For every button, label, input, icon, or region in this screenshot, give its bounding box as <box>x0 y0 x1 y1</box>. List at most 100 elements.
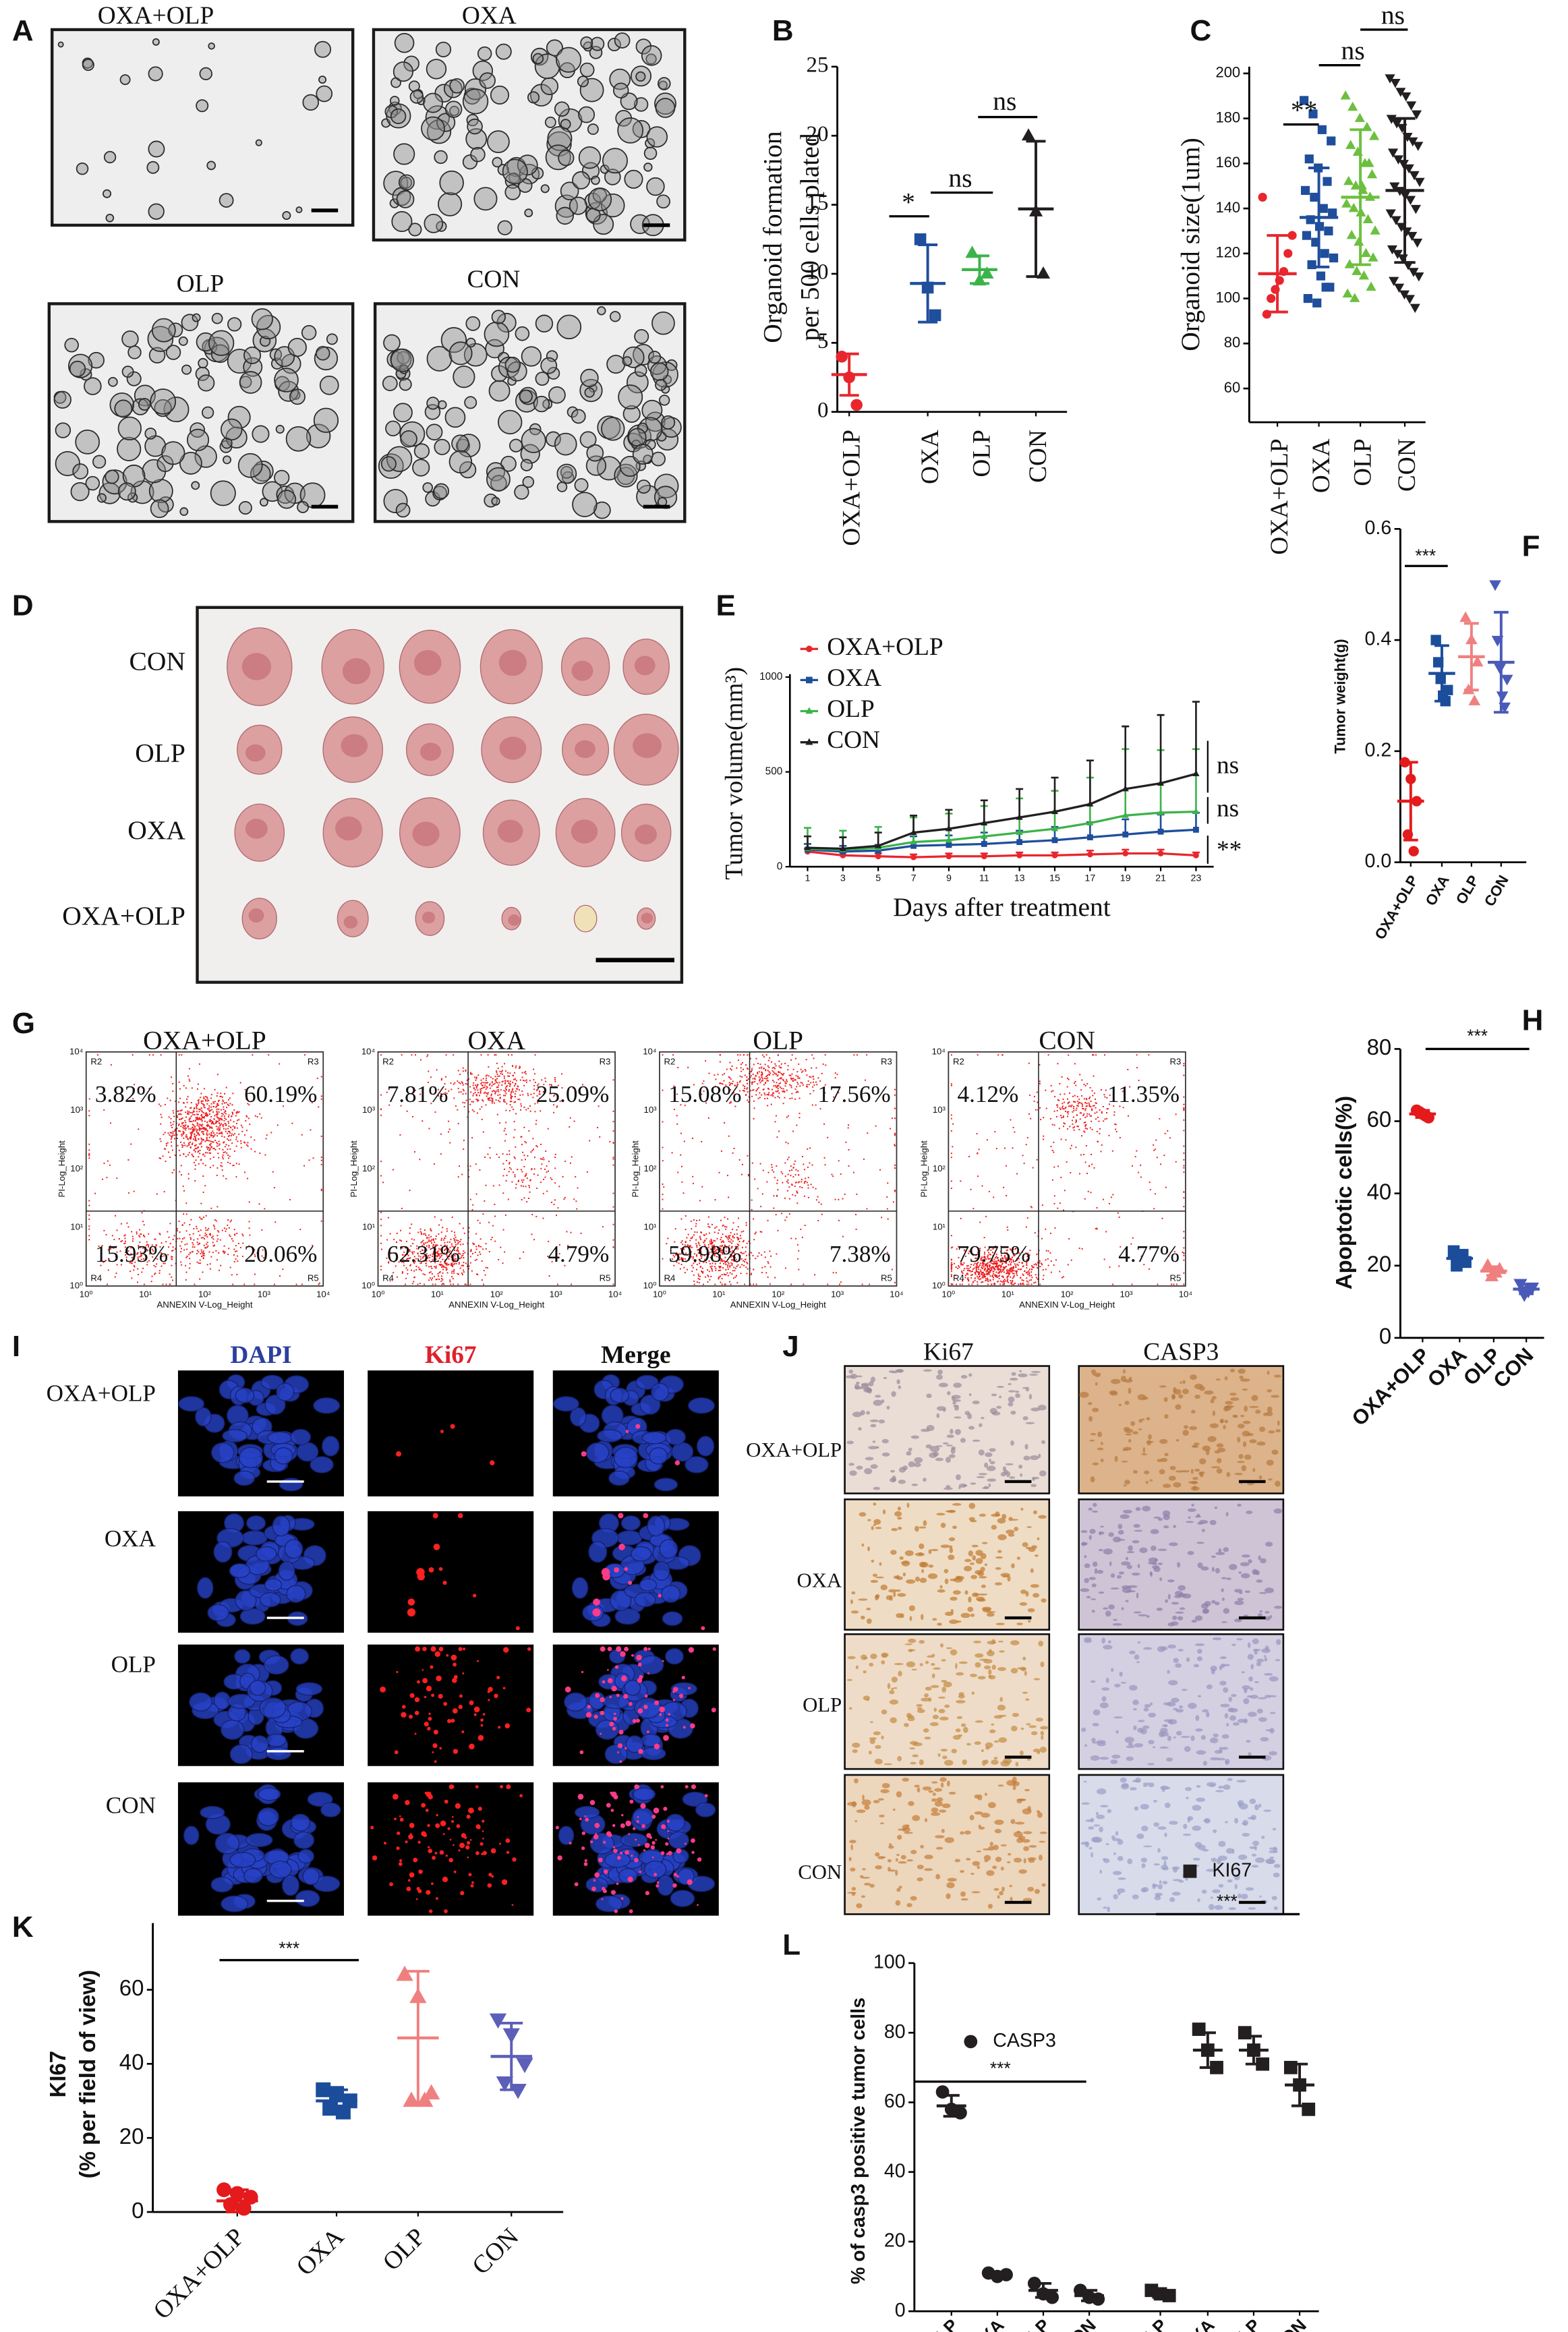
event-dot <box>556 1283 558 1285</box>
event-dot <box>453 1260 455 1262</box>
event-dot <box>761 1071 763 1073</box>
event-dot <box>533 1168 535 1170</box>
tumor-shade <box>335 816 362 841</box>
event-dot <box>446 1245 448 1247</box>
event-dot <box>417 1283 419 1285</box>
event-dot <box>548 1275 550 1277</box>
event-dot <box>731 1273 733 1275</box>
tumor <box>322 716 384 783</box>
event-dot <box>201 1111 203 1113</box>
event-dot <box>479 1169 481 1171</box>
event-dot <box>486 1267 488 1269</box>
event-dot <box>761 1066 763 1068</box>
event-dot <box>1183 1283 1185 1285</box>
event-dot <box>221 1113 223 1115</box>
event-dot <box>718 1229 720 1231</box>
event-dot <box>554 1077 556 1079</box>
event-dot <box>190 1237 192 1239</box>
event-dot <box>964 1268 966 1270</box>
event-dot <box>599 1136 601 1138</box>
event-dot <box>457 1243 459 1245</box>
quadrant-percent: 7.38% <box>830 1241 891 1267</box>
event-dot <box>234 1233 236 1235</box>
event-dot <box>461 1274 463 1275</box>
event-dot <box>183 1213 185 1215</box>
event-dot <box>238 1133 240 1135</box>
event-dot <box>1013 1276 1014 1278</box>
event-dot <box>1043 1117 1045 1119</box>
event-dot <box>217 1238 219 1240</box>
event-dot <box>159 1138 161 1140</box>
event-dot <box>1095 1102 1097 1104</box>
event-dot <box>768 1066 770 1068</box>
event-dot <box>767 1219 769 1221</box>
event-dot <box>111 1235 113 1237</box>
event-dot <box>1092 1095 1094 1097</box>
event-dot <box>214 1088 216 1090</box>
event-dot <box>1064 1190 1066 1192</box>
event-dot <box>198 1163 200 1165</box>
event-dot <box>709 1263 711 1265</box>
event-dot <box>789 1170 790 1172</box>
event-dot <box>138 1128 140 1130</box>
event-dot <box>782 1182 784 1184</box>
event-dot <box>500 1089 502 1091</box>
event-dot <box>190 1146 192 1148</box>
event-dot <box>739 1266 741 1269</box>
event-dot <box>1051 1124 1053 1126</box>
event-dot <box>206 1148 208 1150</box>
organoid <box>497 220 513 235</box>
event-dot <box>1012 1273 1014 1275</box>
event-dot <box>226 1153 228 1154</box>
event-dot <box>224 1146 226 1148</box>
event-dot <box>161 1116 163 1118</box>
event-dot <box>152 1054 154 1056</box>
event-dot <box>813 1078 815 1080</box>
event-dot <box>438 1253 440 1255</box>
event-dot <box>463 1271 465 1273</box>
event-dot <box>704 1240 706 1242</box>
event-dot <box>517 1099 519 1101</box>
event-dot <box>1061 1076 1063 1078</box>
event-dot <box>556 1105 558 1107</box>
event-dot <box>1068 1237 1070 1240</box>
event-dot <box>494 1054 496 1056</box>
event-dot <box>203 1254 205 1256</box>
event-dot <box>1033 1266 1035 1269</box>
event-dot <box>612 1110 614 1112</box>
event-dot <box>1045 1089 1047 1091</box>
event-dot <box>758 1076 760 1078</box>
event-dot <box>986 1269 988 1271</box>
event-dot <box>499 1094 501 1096</box>
event-dot <box>509 1167 511 1169</box>
event-dot <box>765 1272 767 1274</box>
event-dot <box>199 1234 201 1236</box>
event-dot <box>462 1244 464 1245</box>
event-dot <box>231 1111 233 1113</box>
event-dot <box>827 1283 829 1285</box>
event-dot <box>436 1244 438 1246</box>
event-dot <box>194 1246 196 1248</box>
event-dot <box>450 1082 452 1084</box>
event-dot <box>136 1231 138 1233</box>
event-dot <box>132 1054 134 1056</box>
event-dot <box>432 1244 434 1246</box>
event-dot <box>480 1092 482 1094</box>
event-dot <box>795 1182 797 1184</box>
event-dot <box>790 1078 792 1080</box>
event-dot <box>728 1135 730 1137</box>
event-dot <box>993 1271 995 1273</box>
event-dot <box>195 1119 197 1121</box>
event-dot <box>399 1134 401 1136</box>
micrograph <box>373 302 687 523</box>
event-dot <box>1078 1173 1080 1175</box>
region-label: R5 <box>308 1273 319 1283</box>
event-dot <box>678 1262 680 1264</box>
event-dot <box>533 1239 535 1241</box>
organoid <box>383 334 401 352</box>
event-dot <box>741 1061 743 1063</box>
event-dot <box>202 1254 204 1256</box>
event-dot <box>764 1077 766 1079</box>
event-dot <box>480 1088 482 1090</box>
event-dot <box>185 1121 187 1124</box>
